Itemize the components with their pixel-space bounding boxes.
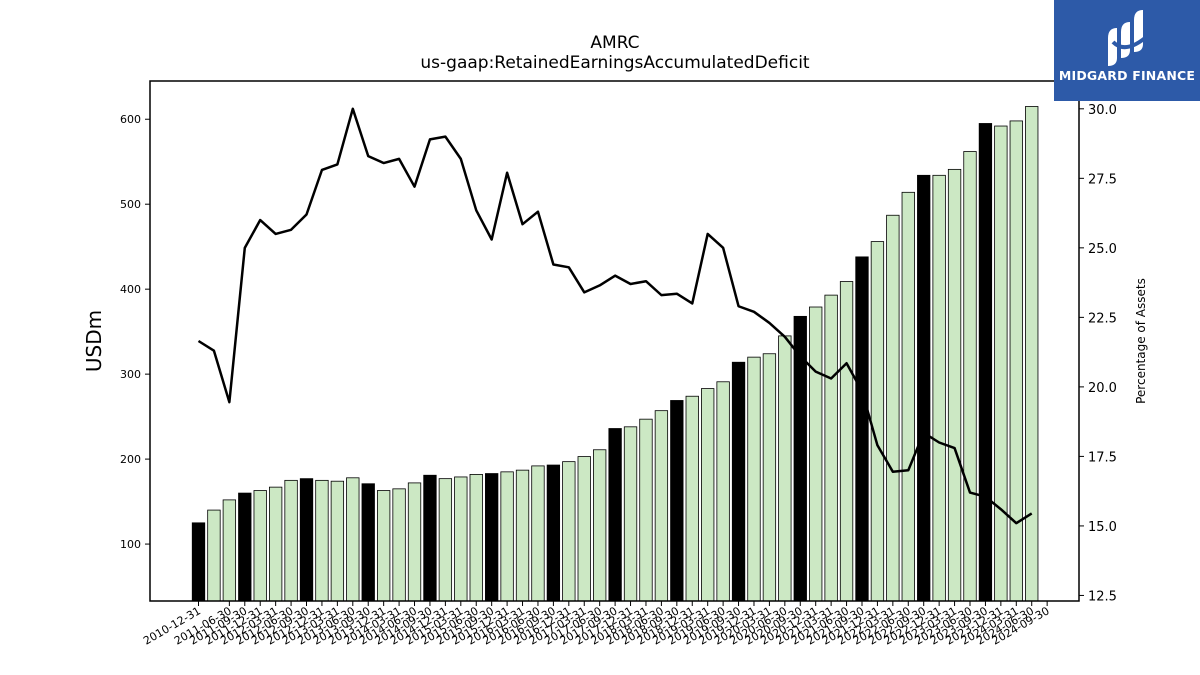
bar — [685, 395, 699, 602]
bar — [284, 479, 298, 602]
bar — [608, 428, 622, 602]
bar — [994, 125, 1008, 602]
bar — [315, 479, 329, 602]
logo-mark-icon — [1108, 10, 1147, 66]
y2-axis-label: Percentage of Assets — [1134, 278, 1148, 404]
bar — [500, 471, 514, 602]
bar — [1009, 120, 1023, 602]
y-tick-label: 600 — [120, 113, 141, 126]
bar — [191, 522, 206, 602]
bar — [901, 191, 915, 602]
bar — [1025, 106, 1039, 602]
bar — [392, 488, 406, 602]
bar — [407, 482, 422, 602]
y2-tick-label: 30.0 — [1088, 103, 1117, 118]
y-tick-label: 500 — [120, 198, 141, 211]
bar — [222, 499, 237, 602]
bar — [778, 335, 792, 602]
y2-tick-label: 27.5 — [1088, 172, 1117, 187]
y2-tick-label: 22.5 — [1088, 311, 1117, 326]
bar — [454, 476, 468, 602]
bar — [469, 473, 483, 602]
y2-tick-label: 15.0 — [1088, 520, 1117, 535]
y2-tick-label: 25.0 — [1088, 242, 1117, 257]
plot-frame — [149, 80, 1080, 602]
midgard-finance-logo: MIDGARD FINANCE — [1054, 0, 1200, 101]
bar — [531, 465, 545, 602]
bar — [253, 490, 267, 602]
bar — [747, 356, 761, 602]
y2-tick-label: 12.5 — [1088, 589, 1117, 604]
bar — [330, 480, 345, 602]
bar — [762, 353, 777, 602]
left-axis: 100 200 300 400 500 600 — [120, 113, 150, 551]
bar — [963, 151, 977, 602]
bar — [438, 478, 453, 602]
y-axis-label: USDm — [82, 310, 106, 372]
y2-tick-label: 20.0 — [1088, 381, 1117, 396]
bar — [639, 418, 653, 602]
bar — [423, 474, 437, 602]
bar — [238, 492, 252, 602]
bar — [670, 400, 684, 602]
bar — [562, 461, 576, 602]
y2-tick-label: 17.5 — [1088, 450, 1117, 465]
chart-subtitle: us-gaap:RetainedEarningsAccumulatedDefic… — [420, 53, 810, 73]
bar — [855, 256, 869, 602]
y-tick-label: 200 — [120, 453, 141, 466]
bar — [978, 123, 993, 602]
bar — [716, 381, 730, 602]
bar — [346, 477, 360, 602]
bar — [917, 174, 931, 602]
bar — [701, 388, 715, 602]
bar — [485, 473, 499, 602]
logo-brand-text: MIDGARD FINANCE — [1058, 68, 1196, 83]
x-axis: 2010-12-312011-06-302011-09-302011-12-31… — [141, 601, 1052, 648]
bar — [377, 490, 391, 602]
chart-title: AMRC — [590, 33, 639, 53]
bar — [654, 410, 669, 602]
bar — [731, 361, 746, 602]
bar — [207, 509, 221, 602]
bar — [824, 294, 838, 602]
bar — [515, 469, 530, 602]
bar — [870, 241, 885, 602]
bar — [932, 174, 946, 602]
bar — [886, 214, 900, 602]
y-tick-label: 100 — [120, 538, 141, 551]
bar — [361, 483, 375, 602]
bar — [593, 449, 607, 602]
bar — [268, 486, 283, 602]
y-tick-label: 400 — [120, 283, 141, 296]
bar — [577, 456, 591, 602]
bar — [839, 281, 854, 602]
bar — [299, 478, 314, 602]
bar — [809, 306, 823, 602]
right-axis: 12.5 15.0 17.5 20.0 22.5 25.0 27.5 30.0 — [1079, 103, 1117, 604]
bar — [623, 426, 638, 602]
pct-of-assets-line — [197, 107, 1033, 525]
y-tick-label: 300 — [120, 368, 141, 381]
bar — [546, 464, 561, 602]
bar — [947, 168, 962, 602]
